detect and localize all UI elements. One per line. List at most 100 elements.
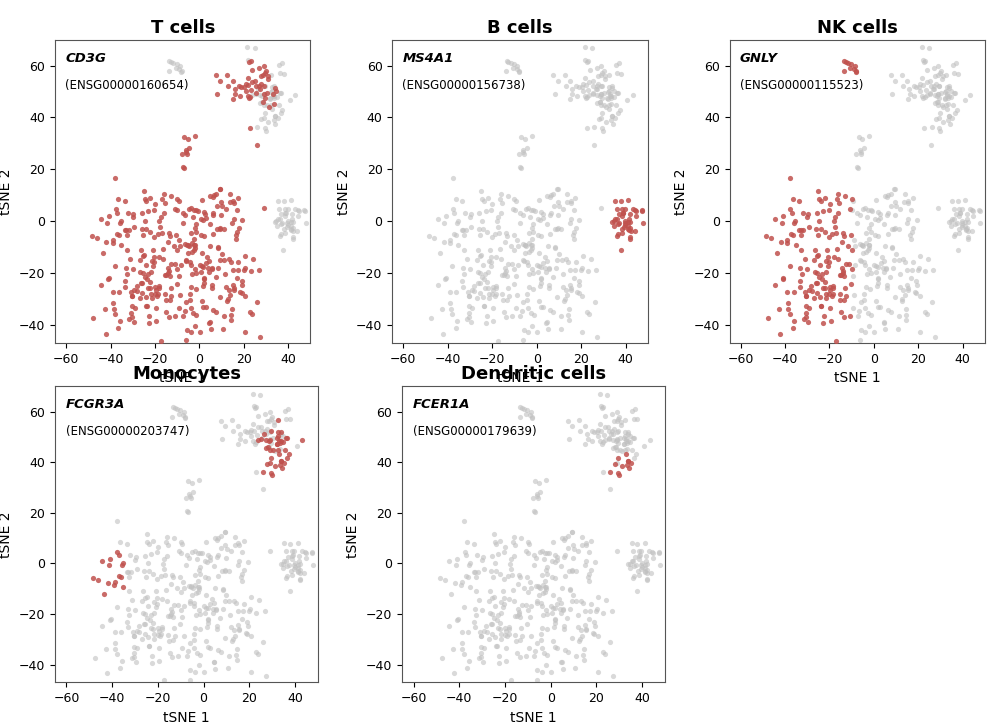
Point bbox=[603, 90, 619, 102]
Point bbox=[134, 277, 150, 289]
Point bbox=[763, 232, 779, 244]
Point bbox=[842, 203, 858, 214]
Point bbox=[446, 207, 462, 219]
Point bbox=[151, 216, 167, 227]
Point bbox=[943, 220, 959, 232]
Point bbox=[939, 81, 955, 92]
Point bbox=[560, 647, 576, 658]
Point bbox=[932, 125, 948, 136]
Point bbox=[542, 209, 558, 221]
Point bbox=[280, 551, 296, 562]
Point bbox=[292, 575, 308, 586]
Point bbox=[545, 307, 561, 318]
Point bbox=[933, 87, 949, 99]
Point bbox=[262, 406, 278, 417]
Point bbox=[524, 130, 540, 142]
Point bbox=[493, 633, 509, 645]
Point bbox=[503, 57, 519, 69]
Point bbox=[214, 201, 230, 212]
Point bbox=[266, 416, 282, 427]
Point bbox=[841, 258, 857, 270]
Title: Monocytes: Monocytes bbox=[132, 365, 241, 383]
Point bbox=[917, 306, 933, 318]
Point bbox=[226, 282, 242, 294]
Point bbox=[243, 630, 259, 642]
Point bbox=[554, 582, 570, 593]
Point bbox=[264, 81, 280, 92]
Point bbox=[483, 261, 499, 272]
Point bbox=[863, 219, 879, 230]
Point bbox=[112, 316, 128, 327]
Point bbox=[853, 324, 869, 336]
Point bbox=[230, 421, 246, 432]
Point bbox=[157, 197, 173, 209]
Point bbox=[271, 448, 287, 460]
Point bbox=[194, 295, 210, 307]
Point bbox=[100, 273, 116, 284]
Point bbox=[179, 651, 195, 662]
Point bbox=[202, 190, 218, 201]
Point bbox=[627, 403, 643, 414]
Point bbox=[972, 205, 988, 217]
Point bbox=[262, 93, 278, 105]
Point bbox=[832, 289, 848, 300]
Point bbox=[185, 487, 201, 498]
Point bbox=[142, 226, 158, 238]
Point bbox=[127, 303, 143, 314]
Point bbox=[227, 83, 243, 95]
Point bbox=[594, 123, 610, 134]
Point bbox=[536, 554, 552, 565]
Point bbox=[629, 586, 645, 597]
Point bbox=[468, 609, 484, 621]
Point bbox=[532, 582, 548, 593]
Point bbox=[614, 203, 630, 214]
Point bbox=[151, 656, 167, 667]
Point bbox=[117, 275, 133, 287]
Point bbox=[213, 415, 229, 427]
Point bbox=[941, 90, 957, 102]
Point bbox=[928, 113, 944, 125]
Point bbox=[225, 633, 241, 645]
Point bbox=[553, 310, 569, 321]
Point bbox=[456, 244, 472, 256]
Point bbox=[161, 227, 177, 239]
Point bbox=[870, 272, 886, 284]
Point bbox=[490, 211, 506, 222]
Point bbox=[589, 62, 605, 74]
Point bbox=[453, 579, 469, 591]
Point bbox=[177, 305, 193, 316]
Point bbox=[492, 536, 508, 547]
Point bbox=[545, 589, 561, 601]
Point bbox=[565, 552, 581, 564]
Point bbox=[500, 190, 516, 201]
Point bbox=[520, 202, 536, 214]
Point bbox=[249, 139, 265, 151]
Point bbox=[564, 526, 580, 538]
Point bbox=[524, 240, 540, 251]
Point bbox=[208, 307, 224, 318]
Point bbox=[527, 476, 543, 487]
Point bbox=[566, 234, 582, 245]
Point bbox=[609, 406, 625, 417]
Point bbox=[117, 281, 133, 292]
Point bbox=[262, 434, 278, 445]
Point bbox=[118, 225, 134, 236]
Point bbox=[527, 645, 543, 657]
Point bbox=[156, 553, 172, 565]
Point bbox=[891, 223, 907, 235]
Point bbox=[280, 203, 296, 214]
Point bbox=[199, 622, 215, 633]
Point bbox=[592, 90, 608, 102]
Point bbox=[495, 295, 511, 306]
Point bbox=[571, 214, 587, 226]
Point bbox=[443, 303, 459, 315]
Point bbox=[147, 282, 163, 293]
Point bbox=[555, 203, 571, 214]
Point bbox=[938, 69, 954, 80]
Point bbox=[786, 316, 802, 327]
Point bbox=[822, 284, 838, 296]
Point bbox=[602, 466, 618, 477]
Point bbox=[209, 620, 225, 632]
Point bbox=[244, 308, 260, 320]
Point bbox=[509, 234, 525, 245]
